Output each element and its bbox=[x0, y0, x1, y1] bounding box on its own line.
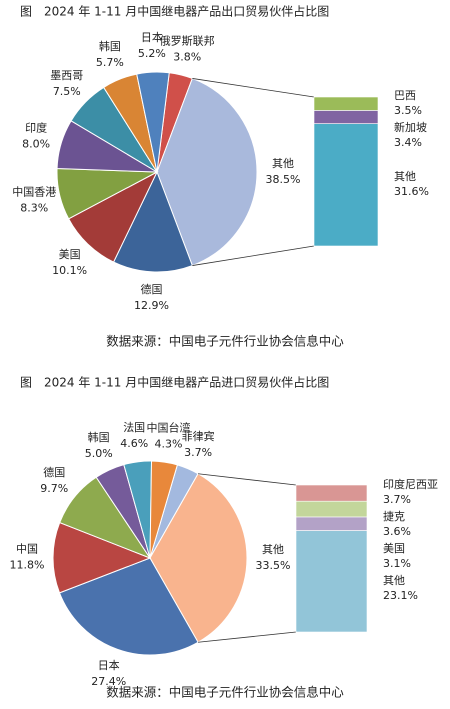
slice-label: 德国 bbox=[43, 465, 65, 479]
bar-value-label: 3.7% bbox=[383, 493, 411, 506]
slice-value-label: 5.7% bbox=[96, 56, 124, 69]
slice-label: 美国 bbox=[59, 248, 81, 261]
bar-value-label: 3.4% bbox=[394, 136, 422, 149]
slice-value-label: 38.5% bbox=[266, 173, 301, 186]
connector bbox=[198, 631, 297, 643]
bar-segment bbox=[313, 123, 379, 247]
bar-label: 捷克 bbox=[383, 509, 405, 523]
bar-segment bbox=[295, 500, 368, 518]
source-note: 数据来源：中国电子元件行业协会信息中心 bbox=[106, 334, 344, 349]
source-note: 数据来源：中国电子元件行业协会信息中心 bbox=[106, 685, 344, 700]
slice-value-label: 27.4% bbox=[91, 675, 126, 688]
slice-value-label: 8.3% bbox=[20, 201, 48, 214]
bar-value-label: 23.1% bbox=[383, 589, 418, 602]
bar-segment bbox=[295, 516, 368, 531]
slice-value-label: 4.3% bbox=[155, 437, 183, 450]
pie-slice bbox=[149, 460, 178, 559]
slice-label: 德国 bbox=[140, 282, 162, 296]
slice-label: 日本 bbox=[141, 30, 163, 44]
slice-value-label: 33.5% bbox=[256, 559, 291, 572]
slice-value-label: 5.2% bbox=[138, 47, 166, 60]
bar-segment bbox=[313, 96, 379, 111]
slice-label: 其他 bbox=[262, 543, 284, 556]
bar-label: 巴西 bbox=[394, 89, 416, 102]
bar-segment bbox=[295, 484, 368, 502]
pie-slice bbox=[156, 77, 258, 267]
slice-value-label: 7.5% bbox=[53, 85, 81, 98]
slice-label: 俄罗斯联邦 bbox=[160, 35, 215, 48]
bar-value-label: 3.1% bbox=[383, 557, 411, 570]
slice-value-label: 10.1% bbox=[52, 264, 87, 277]
slice-label: 法国 bbox=[123, 420, 145, 434]
pie-slice bbox=[112, 170, 193, 273]
bar-value-label: 31.6% bbox=[394, 185, 429, 198]
bar-label: 其他 bbox=[383, 574, 405, 587]
pie-slice bbox=[58, 557, 199, 656]
chart-title: 图 2024 年 1-11 月中国继电器产品进口贸易伙伴占比图 bbox=[20, 375, 329, 390]
bar-label: 印度尼西亚 bbox=[383, 477, 438, 491]
connector bbox=[192, 245, 315, 266]
slice-label: 韩国 bbox=[88, 430, 110, 444]
slice-value-label: 3.8% bbox=[173, 51, 201, 64]
slice-value-label: 5.0% bbox=[85, 447, 113, 460]
bar-value-label: 3.6% bbox=[383, 525, 411, 538]
slice-value-label: 3.7% bbox=[184, 446, 212, 459]
slice-value-label: 8.0% bbox=[22, 137, 50, 150]
bar-label: 美国 bbox=[383, 542, 405, 555]
slice-value-label: 9.7% bbox=[40, 482, 68, 495]
slice-label: 中国香港 bbox=[12, 185, 56, 198]
slice-label: 墨西哥 bbox=[50, 69, 83, 82]
slice-label: 中国台湾 bbox=[146, 420, 190, 434]
bar-value-label: 3.5% bbox=[394, 104, 422, 117]
pie-slice bbox=[52, 521, 152, 594]
slice-label: 印度 bbox=[25, 120, 47, 134]
slice-label: 中国 bbox=[16, 543, 38, 556]
connector bbox=[192, 78, 315, 98]
bar-segment bbox=[295, 530, 368, 633]
bar-label: 其他 bbox=[394, 170, 416, 183]
slice-value-label: 4.6% bbox=[120, 437, 148, 450]
bar-label: 新加坡 bbox=[394, 120, 427, 134]
slice-label: 韩国 bbox=[99, 39, 121, 53]
slice-value-label: 11.8% bbox=[10, 559, 45, 572]
bar-segment bbox=[313, 110, 379, 125]
connector bbox=[198, 473, 297, 486]
slice-value-label: 12.9% bbox=[134, 299, 169, 312]
slice-label: 日本 bbox=[98, 658, 120, 672]
pie-slice bbox=[136, 71, 170, 173]
slice-label: 其他 bbox=[272, 157, 294, 170]
chart-title: 图 2024 年 1-11 月中国继电器产品出口贸易伙伴占比图 bbox=[20, 4, 329, 19]
slice-label: 菲律宾 bbox=[182, 429, 215, 443]
